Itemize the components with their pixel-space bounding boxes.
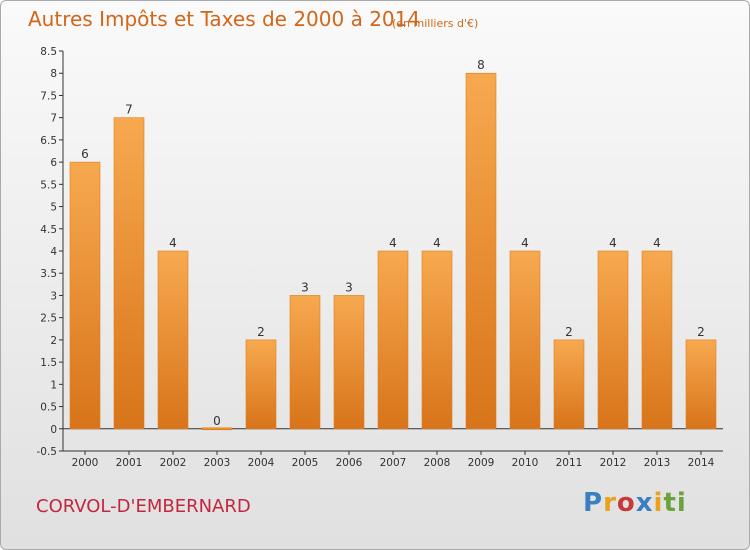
bar [289,295,321,430]
bar-value-label: 2 [565,325,573,339]
bar [421,250,453,430]
y-tick-label: 2.5 [40,313,57,325]
bar-value-label: 8 [477,58,485,72]
y-tick-label: 2 [50,335,57,347]
x-tick-label: 2006 [336,457,363,469]
y-tick-label: 6.5 [40,135,57,147]
bar-value-label: 7 [125,103,133,117]
y-tick-label: 1 [50,379,57,391]
x-tick-label: 2001 [116,457,143,469]
bar [69,161,101,430]
logo-letter: x [635,488,654,518]
y-tick-label: 5 [50,202,57,214]
x-tick-label: 2003 [204,457,231,469]
bar [597,250,629,430]
y-tick-label: 8.5 [40,46,57,58]
logo-letter: i [676,488,687,518]
bar [245,339,277,430]
bar [685,339,717,430]
bar [157,250,189,430]
logo-letter: t [663,488,677,518]
chart-unit: (en milliers d'€) [392,17,479,30]
y-tick-label: 4 [50,246,57,258]
bar-value-label: 4 [609,236,617,250]
x-axis: 2000 2001 2002 2003 2004 2005 2006 2007 2008 2009… [63,428,723,469]
x-tick-label: 2013 [644,457,671,469]
y-axis: -0.5 0 0.5 1 1.5 2 2.5 3 3.5 4 4.5 5 5.5 6 6.5 7 7.5 8 8.5 [37,46,64,458]
proxiti-logo[interactable]: Proxiti [583,488,687,518]
x-tick-label: 2014 [688,457,715,469]
y-tick-label: 1.5 [40,357,57,369]
bar-value-label: 4 [653,236,661,250]
bar-value-label: 4 [169,236,177,250]
y-tick-label: 3 [50,290,57,302]
bar-value-label: 4 [521,236,529,250]
bar [113,117,145,430]
x-tick-label: 2002 [160,457,187,469]
y-tick-label: 3.5 [40,268,57,280]
x-tick-label: 2000 [72,457,99,469]
bar [201,427,233,431]
chart-title: Autres Impôts et Taxes de 2000 à 2014 [28,7,421,31]
y-tick-label: -0.5 [37,446,58,458]
bar [553,339,585,430]
y-tick-label: 6 [50,157,57,169]
y-tick-label: 5.5 [40,179,57,191]
bar-value-label: 3 [345,280,353,294]
bar-value-label: 2 [697,325,705,339]
bar-value-label: 0 [213,414,221,428]
x-tick-label: 2007 [380,457,407,469]
bar-value-label: 4 [389,236,397,250]
commune-name: CORVOL-D'EMBERNARD [36,496,251,517]
bars [69,72,717,431]
bar-value-label: 2 [257,325,265,339]
bar-value-label: 6 [81,147,89,161]
y-tick-label: 7.5 [40,90,57,102]
bar [509,250,541,430]
x-tick-label: 2004 [248,457,275,469]
x-tick-label: 2005 [292,457,319,469]
x-tick-label: 2011 [556,457,583,469]
bar [333,295,365,430]
y-tick-label: 0.5 [40,402,57,414]
logo-letter: o [616,488,636,518]
y-tick-label: 8 [50,68,57,80]
bar [641,250,673,430]
x-tick-label: 2012 [600,457,627,469]
logo-letter: r [603,488,617,518]
y-tick-label: 7 [50,113,57,125]
bar-value-label: 4 [433,236,441,250]
logo-letter: P [583,488,604,518]
x-tick-label: 2009 [468,457,495,469]
y-tick-label: 4.5 [40,224,57,236]
bar [465,72,497,430]
value-labels: 6 7 4 0 2 3 3 4 4 8 4 2 4 4 2 [81,58,705,428]
y-tick-label: 0 [50,424,57,436]
bar [377,250,409,430]
logo-letter: i [653,488,664,518]
bar-value-label: 3 [301,280,309,294]
x-tick-label: 2008 [424,457,451,469]
x-tick-label: 2010 [512,457,539,469]
